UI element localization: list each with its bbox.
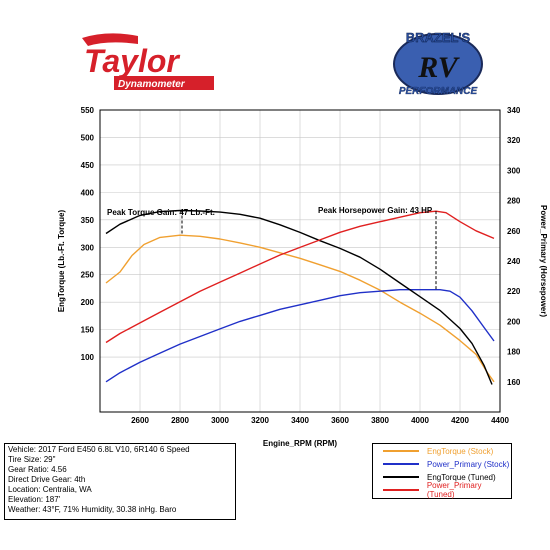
x-tick-label: 3600 <box>331 416 349 425</box>
y-left-tick-label: 200 <box>81 298 95 307</box>
legend-swatch <box>383 450 419 452</box>
x-tick-label: 2800 <box>171 416 189 425</box>
brazel-logo-top-text: BRAZEL'S <box>406 30 471 45</box>
y-right-tick-label: 200 <box>507 317 521 326</box>
x-tick-label: 3000 <box>211 416 229 425</box>
legend-label: EngTorque (Stock) <box>427 446 494 456</box>
legend-label: Power_Primary (Stock) <box>427 459 510 469</box>
info-vehicle: Vehicle: 2017 Ford E450 6.8L V10, 6R140 … <box>8 445 190 454</box>
y-right-tick-label: 180 <box>507 348 521 357</box>
torque-gain-label: Peak Torque Gain: 47 Lb.-Ft. <box>107 208 215 217</box>
series-line <box>105 289 495 383</box>
legend-item: Power_Primary (Stock) <box>383 458 509 470</box>
legend-item: EngTorque (Stock) <box>383 445 493 457</box>
y-left-tick-label: 350 <box>81 216 95 225</box>
brazel-logo-bottom-text: PERFORMANCE <box>399 86 478 97</box>
x-tick-label: 4200 <box>451 416 469 425</box>
chart-axes: 2600 2800 3000 3200 3400 3600 3800 4000 4200 4400… <box>57 106 548 448</box>
y-left-tick-label: 150 <box>81 326 95 335</box>
y-right-tick-label: 260 <box>507 227 521 236</box>
brazel-logo-rv-text: RV <box>417 51 460 84</box>
series-line <box>105 209 493 385</box>
info-location: Location: Centralia, WA <box>8 485 92 494</box>
y-right-tick-label: 280 <box>507 197 521 206</box>
x-tick-label: 4400 <box>491 416 509 425</box>
chart-series <box>105 209 495 385</box>
y-right-tick-label: 320 <box>507 136 521 145</box>
info-direct-drive-gear: Direct Drive Gear: 4th <box>8 475 86 484</box>
x-tick-label: 3400 <box>291 416 309 425</box>
x-axis-title: Engine_RPM (RPM) <box>263 439 338 448</box>
y-left-tick-label: 300 <box>81 243 95 252</box>
y-right-axis-title: Power_Primary (Horsepower) <box>539 205 548 317</box>
y-left-tick-label: 550 <box>81 106 95 115</box>
series-line <box>105 210 495 344</box>
info-elevation: Elevation: 187' <box>8 495 61 504</box>
x-tick-label: 2600 <box>131 416 149 425</box>
taylor-dynamometer-logo: Taylor Dynamometer <box>82 33 214 90</box>
chart-annotations: Peak Torque Gain: 47 Lb.-Ft. Peak Horsepo… <box>107 206 437 290</box>
legend-item: Power_Primary (Tuned) <box>383 481 511 499</box>
hp-gain-label: Peak Horsepower Gain: 43 HP <box>318 206 433 215</box>
vehicle-info-box: Vehicle: 2017 Ford E450 6.8L V10, 6R140 … <box>4 443 236 520</box>
y-right-tick-label: 300 <box>507 166 521 175</box>
info-gear-ratio: Gear Ratio: 4.56 <box>8 465 67 474</box>
legend-swatch <box>383 463 419 465</box>
plot-frame <box>99 109 501 413</box>
taylor-logo-word: Taylor <box>84 43 180 79</box>
y-left-tick-label: 400 <box>81 188 95 197</box>
taylor-logo-subtitle: Dynamometer <box>118 79 186 90</box>
x-tick-label: 3200 <box>251 416 269 425</box>
legend-item: EngTorque (Tuned) <box>383 471 496 483</box>
info-weather: Weather: 43°F, 71% Humidity, 30.38 inHg.… <box>8 505 177 514</box>
legend-swatch <box>383 476 419 478</box>
legend-label: Power_Primary (Tuned) <box>426 481 482 499</box>
x-tick-label: 4000 <box>411 416 429 425</box>
y-right-tick-label: 220 <box>507 287 521 296</box>
y-left-tick-label: 450 <box>81 161 95 170</box>
y-left-tick-label: 250 <box>81 271 95 280</box>
chart-legend: EngTorque (Stock) Power_Primary (Stock) … <box>372 443 512 499</box>
y-left-tick-label: 100 <box>81 353 95 362</box>
legend-label: EngTorque (Tuned) <box>427 472 496 482</box>
series-line <box>105 234 495 383</box>
y-right-tick-label: 340 <box>507 106 521 115</box>
y-left-axis-title: EngTorque (Lb.-Ft. Torque) <box>57 209 66 312</box>
x-tick-label: 3800 <box>371 416 389 425</box>
y-right-tick-label: 240 <box>507 257 521 266</box>
legend-swatch <box>383 489 419 491</box>
info-tire-size: Tire Size: 29" <box>8 455 56 464</box>
brazels-rv-performance-logo: BRAZEL'S RV PERFORMANCE <box>393 30 483 97</box>
y-right-tick-label: 160 <box>507 378 521 387</box>
y-left-tick-label: 500 <box>81 133 95 142</box>
chart-grid <box>100 109 501 412</box>
